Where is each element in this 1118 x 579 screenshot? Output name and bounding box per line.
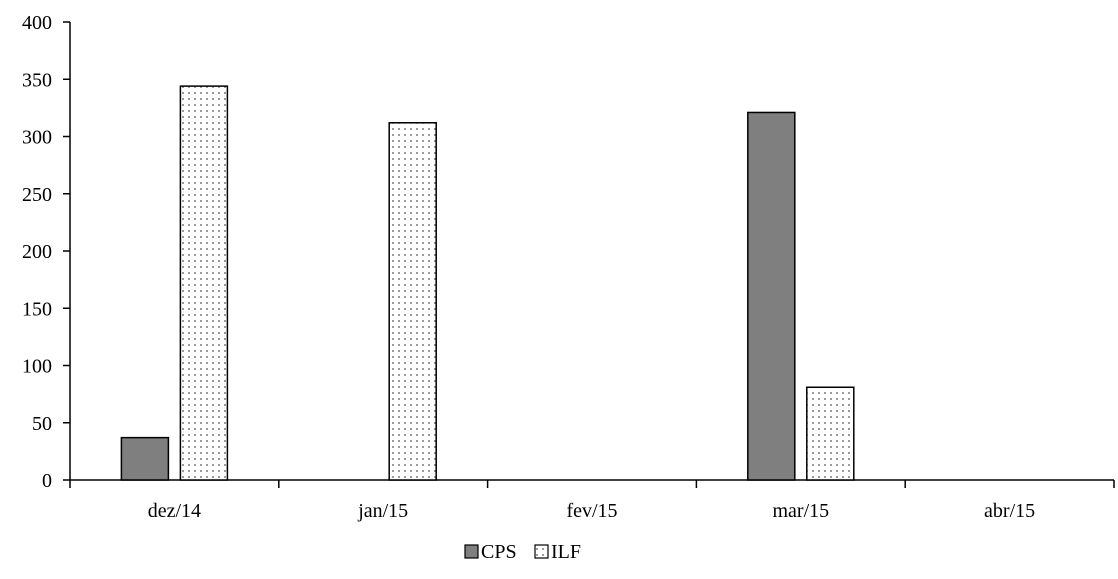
bars xyxy=(120,85,855,481)
y-tick-label: 100 xyxy=(22,356,52,378)
x-tick-label: dez/14 xyxy=(148,500,201,522)
y-tick-label: 150 xyxy=(22,298,52,320)
y-tick-label: 50 xyxy=(32,413,52,435)
y-axis: 0 50 100 150 200 250 300 350 400 xyxy=(22,12,71,492)
bar-cps-0 xyxy=(120,436,170,481)
x-tick-label: abr/15 xyxy=(984,500,1035,522)
bar-ilf-0 xyxy=(179,85,229,481)
bar-ilf-3 xyxy=(806,386,855,481)
y-tick-label: 400 xyxy=(22,12,52,34)
legend-swatch-cps xyxy=(464,544,479,559)
legend: CPS ILF xyxy=(464,541,581,563)
bar-ilf-1 xyxy=(388,122,437,481)
y-tick-label: 350 xyxy=(22,69,52,91)
y-tick-label: 300 xyxy=(22,127,52,149)
legend-label-cps: CPS xyxy=(481,541,517,563)
legend-swatch-ilf xyxy=(534,544,549,559)
x-axis: dez/14 jan/15 fev/15 mar/15 abr/15 xyxy=(69,479,1115,522)
y-tick-label: 200 xyxy=(22,241,52,263)
x-tick-label: fev/15 xyxy=(566,500,617,522)
y-tick-label: 250 xyxy=(22,184,52,206)
legend-label-ilf: ILF xyxy=(551,541,581,563)
bar-cps-3 xyxy=(747,111,796,481)
x-tick-label: mar/15 xyxy=(772,500,829,522)
y-tick-label: 0 xyxy=(42,470,52,492)
x-tick-label: jan/15 xyxy=(357,500,408,522)
